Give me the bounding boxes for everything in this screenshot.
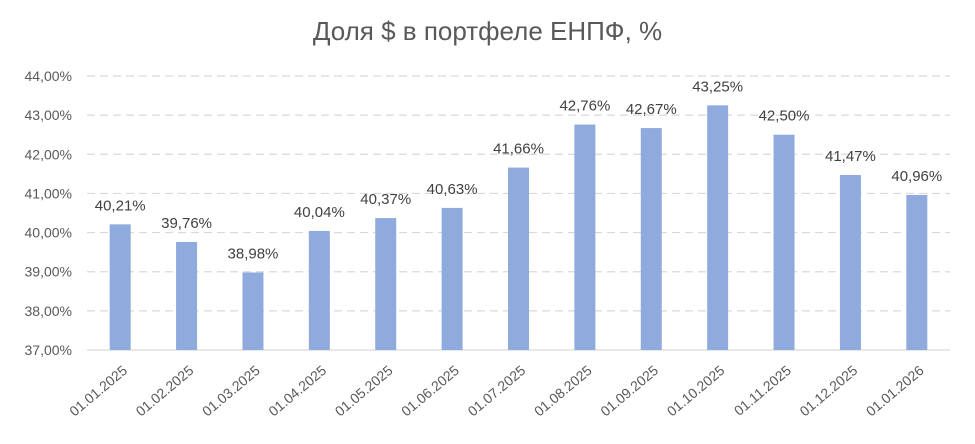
data-label: 40,21% bbox=[95, 197, 146, 214]
data-label: 42,76% bbox=[559, 98, 610, 115]
x-tick-label: 01.02.2025 bbox=[133, 362, 197, 419]
data-label: 41,47% bbox=[825, 148, 876, 165]
bar bbox=[773, 134, 795, 350]
data-label: 40,96% bbox=[891, 168, 942, 185]
bar bbox=[508, 167, 529, 350]
x-tick-label: 01.12.2025 bbox=[796, 362, 860, 419]
bars bbox=[109, 105, 928, 350]
x-tick-label: 01.01.2026 bbox=[863, 362, 927, 419]
y-tick-label: 42,00% bbox=[25, 146, 72, 162]
chart-title: Доля $ в портфеле ЕНПФ, % bbox=[312, 16, 663, 46]
data-label: 39,76% bbox=[161, 215, 212, 232]
x-tick-label: 01.08.2025 bbox=[531, 362, 595, 419]
bar bbox=[906, 194, 928, 350]
y-tick-label: 44,00% bbox=[25, 68, 72, 84]
data-label: 40,37% bbox=[360, 191, 411, 208]
x-tick-label: 01.04.2025 bbox=[265, 362, 329, 419]
y-tick-label: 43,00% bbox=[25, 107, 72, 123]
x-tick-label: 01.01.2025 bbox=[66, 362, 130, 419]
x-tick-label: 01.11.2025 bbox=[731, 362, 794, 419]
data-label: 42,50% bbox=[759, 108, 810, 125]
data-label: 43,25% bbox=[692, 78, 743, 95]
x-tick-label: 01.10.2025 bbox=[664, 362, 728, 419]
x-axis: 01.01.2025 01.02.2025 01.03.2025 01.04.2025… bbox=[66, 362, 927, 419]
bar bbox=[707, 105, 729, 350]
data-labels: 40,21% 39,76% 38,98% 40,04% 40,37% 40,63% 41,6… bbox=[95, 78, 942, 262]
y-tick-label: 37,00% bbox=[25, 342, 72, 358]
bar bbox=[640, 128, 662, 350]
y-tick-label: 39,00% bbox=[25, 264, 72, 280]
bar bbox=[839, 175, 861, 350]
bar bbox=[109, 224, 131, 350]
data-label: 40,04% bbox=[294, 204, 345, 221]
x-tick-label: 01.03.2025 bbox=[199, 362, 263, 419]
data-label: 42,67% bbox=[626, 101, 677, 118]
x-tick-label: 01.06.2025 bbox=[398, 362, 462, 419]
y-tick-label: 41,00% bbox=[25, 185, 72, 201]
bar bbox=[441, 207, 463, 350]
x-tick-label: 01.05.2025 bbox=[332, 362, 396, 419]
y-tick-label: 40,00% bbox=[25, 225, 72, 241]
data-label: 41,66% bbox=[493, 141, 544, 158]
data-label: 40,63% bbox=[427, 181, 478, 198]
y-tick-label: 38,00% bbox=[25, 303, 72, 319]
bar bbox=[375, 218, 397, 350]
bar bbox=[176, 241, 198, 350]
y-axis: 37,00% 38,00% 39,00% 40,00% 41,00% 42,00% 43,0… bbox=[25, 68, 950, 358]
bar bbox=[574, 124, 596, 350]
bar bbox=[242, 272, 264, 350]
x-tick-label: 01.09.2025 bbox=[597, 362, 661, 419]
x-tick-label: 01.07.2025 bbox=[464, 362, 528, 419]
bar bbox=[308, 231, 330, 350]
data-label: 38,98% bbox=[228, 245, 279, 262]
